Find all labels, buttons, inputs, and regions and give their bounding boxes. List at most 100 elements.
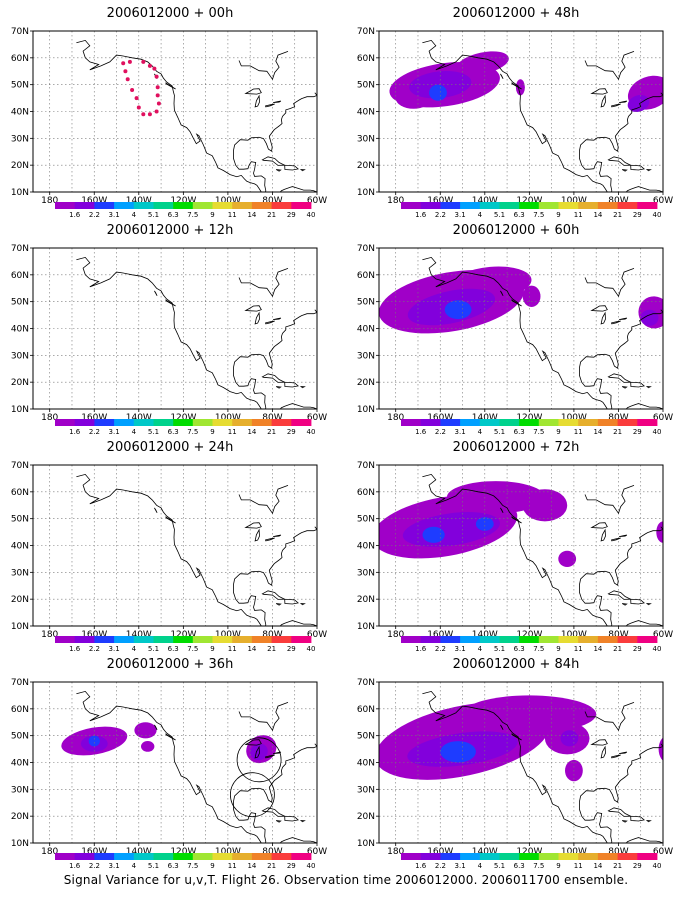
colorbar-label: 5.1 bbox=[494, 211, 505, 219]
colorbar-swatch bbox=[153, 636, 174, 643]
lat-tick-label: 50N bbox=[357, 515, 375, 525]
coastline bbox=[422, 473, 663, 626]
coastline bbox=[422, 39, 663, 192]
colorbar-swatch bbox=[460, 636, 481, 643]
lat-tick-label: 10N bbox=[357, 405, 375, 415]
variance-contour bbox=[446, 481, 545, 514]
colorbar-swatch bbox=[637, 636, 658, 643]
observation-point bbox=[155, 93, 160, 98]
colorbar-label: 21 bbox=[267, 645, 276, 653]
colorbar-label: 4 bbox=[132, 862, 137, 870]
colorbar-swatch bbox=[460, 853, 481, 860]
lon-tick-label: 80W bbox=[262, 847, 282, 857]
colorbar-label: 9 bbox=[556, 645, 560, 653]
lat-tick-label: 60N bbox=[357, 54, 375, 64]
colorbar-swatch bbox=[440, 853, 461, 860]
colorbar: 1.6 2.2 3.1 4 5.1 6.3 7.5 9 11 14 21 29 40 bbox=[401, 853, 661, 870]
lat-tick-label: 20N bbox=[357, 161, 375, 171]
colorbar-label: 9 bbox=[210, 428, 214, 436]
colorbar-swatch bbox=[538, 419, 559, 426]
colorbar-label: 2.2 bbox=[435, 428, 446, 436]
observation-point bbox=[156, 101, 161, 106]
colorbar-label: 5.1 bbox=[494, 645, 505, 653]
colorbar-swatch bbox=[74, 419, 95, 426]
colorbar-swatch bbox=[519, 202, 540, 209]
colorbar-swatch bbox=[291, 636, 312, 643]
lon-tick-label: 180 bbox=[387, 847, 404, 857]
lat-tick-label: 60N bbox=[11, 705, 29, 715]
colorbar-swatch bbox=[558, 202, 579, 209]
lon-tick-label: 80W bbox=[262, 413, 282, 423]
variance-contour bbox=[444, 300, 472, 320]
colorbar-swatch bbox=[440, 202, 461, 209]
colorbar-swatch bbox=[538, 202, 559, 209]
colorbar: 1.6 2.2 3.1 4 5.1 6.3 7.5 9 11 14 21 29 40 bbox=[401, 202, 661, 219]
lat-tick-label: 60N bbox=[357, 488, 375, 498]
colorbar-swatch bbox=[519, 636, 540, 643]
colorbar-label: 4 bbox=[132, 211, 137, 219]
colorbar-swatch bbox=[420, 202, 441, 209]
colorbar-swatch bbox=[291, 419, 312, 426]
lon-tick-label: 60W bbox=[307, 413, 327, 423]
lon-tick-label: 160W bbox=[81, 413, 107, 423]
colorbar-swatch bbox=[114, 202, 135, 209]
variance-shading bbox=[379, 695, 663, 782]
colorbar-label: 40 bbox=[307, 645, 316, 653]
colorbar-label: 14 bbox=[247, 428, 256, 436]
lon-tick-label: 120W bbox=[516, 847, 542, 857]
colorbar-swatch bbox=[440, 419, 461, 426]
colorbar-label: 6.3 bbox=[168, 645, 179, 653]
colorbar-label: 1.6 bbox=[415, 862, 427, 870]
colorbar-label: 1.6 bbox=[415, 645, 427, 653]
colorbar-swatch bbox=[251, 853, 272, 860]
colorbar-label: 4 bbox=[478, 211, 483, 219]
colorbar-swatch bbox=[617, 419, 638, 426]
colorbar-swatch bbox=[232, 202, 253, 209]
lat-tick-label: 20N bbox=[11, 378, 29, 388]
colorbar-label: 29 bbox=[287, 428, 296, 436]
colorbar-swatch bbox=[420, 419, 441, 426]
colorbar-label: 6.3 bbox=[168, 428, 179, 436]
colorbar-swatch bbox=[212, 853, 233, 860]
colorbar-swatch bbox=[232, 419, 253, 426]
map-plot: 70N 60N 50N 40N 30N 20N 10N 180 160W 140W 120W 100W… bbox=[11, 244, 327, 436]
lat-tick-label: 40N bbox=[11, 108, 29, 118]
lon-tick-label: 160W bbox=[81, 630, 107, 640]
colorbar: 1.6 2.2 3.1 4 5.1 6.3 7.5 9 11 14 21 29 40 bbox=[55, 419, 315, 436]
lon-tick-label: 60W bbox=[653, 413, 673, 423]
variance-contour bbox=[560, 730, 579, 747]
map-panel: 2006012000 + 00h 70N 60N 50N 40N 30N 20N 10N 180… bbox=[0, 6, 340, 221]
colorbar-label: 2.2 bbox=[89, 862, 100, 870]
colorbar-swatch bbox=[291, 202, 312, 209]
lon-tick-label: 80W bbox=[262, 196, 282, 206]
verification-circles bbox=[230, 737, 282, 818]
colorbar-label: 7.5 bbox=[533, 428, 544, 436]
colorbar-swatch bbox=[133, 202, 154, 209]
observation-point bbox=[130, 88, 135, 92]
colorbar-swatch bbox=[637, 202, 658, 209]
variance-shading bbox=[61, 722, 277, 764]
colorbar-label: 1.6 bbox=[415, 211, 427, 219]
panel-title: 2006012000 + 48h bbox=[452, 6, 580, 21]
colorbar-label: 6.3 bbox=[514, 645, 525, 653]
colorbar-swatch bbox=[578, 202, 599, 209]
colorbar-label: 5.1 bbox=[148, 645, 159, 653]
variance-contour bbox=[456, 51, 509, 76]
colorbar-label: 29 bbox=[633, 645, 642, 653]
colorbar-swatch bbox=[251, 202, 272, 209]
lat-tick-label: 50N bbox=[357, 81, 375, 91]
lat-tick-label: 20N bbox=[357, 378, 375, 388]
lon-tick-label: 60W bbox=[307, 630, 327, 640]
lon-tick-label: 180 bbox=[41, 413, 58, 423]
lon-tick-label: 80W bbox=[608, 413, 628, 423]
variance-contour bbox=[422, 526, 445, 543]
colorbar-label: 9 bbox=[556, 211, 560, 219]
map-panel: 2006012000 + 12h 70N 60N 50N 40N 30N 20N 10N 180… bbox=[0, 223, 340, 438]
colorbar-swatch bbox=[538, 853, 559, 860]
map-plot: 70N 60N 50N 40N 30N 20N 10N 180 160W 140W 120W 100W… bbox=[11, 678, 327, 870]
lat-tick-label: 40N bbox=[357, 325, 375, 335]
lon-tick-label: 180 bbox=[387, 630, 404, 640]
colorbar-swatch bbox=[271, 636, 292, 643]
colorbar-label: 21 bbox=[267, 862, 276, 870]
colorbar-label: 2.2 bbox=[89, 645, 100, 653]
